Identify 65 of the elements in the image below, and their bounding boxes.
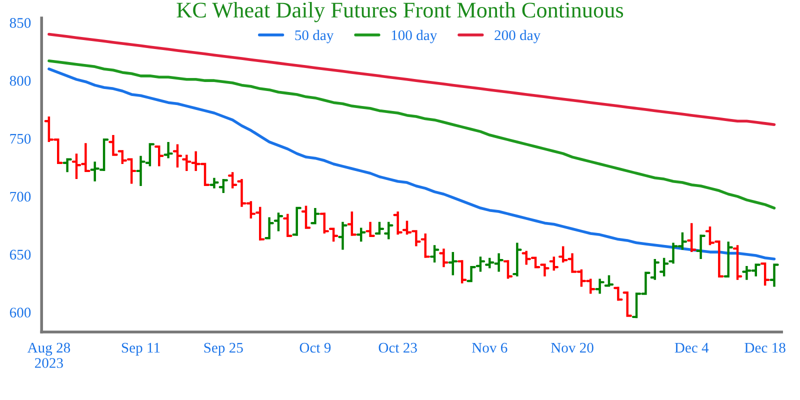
candlestick [384,220,394,240]
candlestick [650,258,660,281]
y-tick-label: 800 [10,76,31,86]
candlestick [164,140,173,160]
candlestick [503,259,513,280]
candlestick [301,204,311,230]
x-tick-label: Nov 20 [551,342,594,353]
candlestick [154,144,164,168]
candlestick [210,176,219,190]
line-series [48,59,776,210]
candlestick [172,143,182,169]
x-tick-label: Dec 18 [744,342,786,353]
candlestick [696,234,706,260]
candlestick [356,226,366,243]
candlestick [310,206,320,226]
legend-label: 100 day [392,30,438,44]
candlestick [770,262,779,288]
candlestick [420,232,430,259]
candlestick [374,220,384,236]
candlestick [218,178,228,194]
candlestick [108,134,118,157]
y-tick-label: 700 [10,192,31,202]
candlestick [347,210,357,237]
candlestick [687,222,696,254]
candlestick [659,256,669,278]
x-tick-label: Sep 11 [122,342,160,356]
y-tick-label: 600 [10,308,31,318]
candlestick [448,250,458,276]
candlestick [732,244,742,281]
candlestick [439,247,448,268]
candlestick [366,220,375,238]
candlestick [430,244,440,264]
candlestick [604,274,614,288]
candlestick [595,278,604,295]
y-tick-label: 850 [10,18,31,28]
candlestick [622,290,632,318]
candlestick [512,242,522,278]
legend-label: 50 day [295,30,334,44]
candlestick [328,226,338,243]
chart-title: KC Wheat Daily Futures Front Month Continuous [176,2,624,22]
x-tick-label: Oct 9 [300,342,331,353]
candlestick [283,212,292,238]
candlestick [457,259,467,284]
line-series [48,68,776,260]
candlestick [614,286,623,302]
legend-label: 200 day [494,30,541,44]
candlestick [760,261,770,287]
candlestick [274,212,284,232]
x-tick-label: Nov 6 [472,342,508,353]
x-tick-label: Oct 23 [378,342,417,353]
x-tick-label: Aug 28 2023 [27,342,70,368]
x-tick-label: Sep 25 [204,342,243,356]
candlestick [724,240,733,279]
candlestick [393,210,402,236]
candlestick [540,262,550,278]
candlestick [320,212,329,235]
candlestick [549,256,559,272]
y-tick-label: 650 [10,250,31,260]
y-tick-label: 750 [10,134,31,144]
x-tick-label: Dec 4 [674,342,709,353]
candlestick [338,220,348,251]
candlestick [292,206,302,237]
candlestick [264,216,274,240]
candlestick [62,157,72,174]
candlestick [228,170,238,190]
